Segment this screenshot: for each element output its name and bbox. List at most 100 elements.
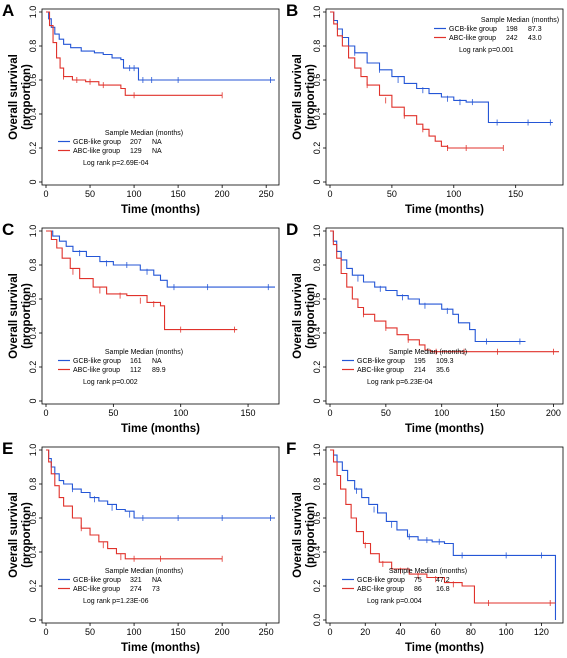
x-tick-label: 100	[127, 189, 142, 199]
y-tick-label: 0.0	[312, 614, 322, 627]
legend-label: ABC-like group	[73, 367, 120, 374]
y-axis-title: Overall survival(proportion)	[8, 54, 33, 140]
x-tick-label: 0	[327, 189, 332, 199]
km-panel-e: E 0 0.2 0.4 0.6 0.8 1.0 0 50 100 150 200 250 Time (mo…	[0, 438, 283, 657]
x-tick-label: 100	[499, 627, 514, 637]
survival-curve-abc	[46, 449, 223, 560]
y-tick-label: 0.8	[312, 259, 322, 272]
x-tick-label: 0	[327, 408, 332, 418]
legend-header: Sample Median (months)	[389, 349, 467, 356]
x-tick-label: 80	[466, 627, 476, 637]
legend-median: NA	[152, 148, 162, 155]
panel-letter: C	[2, 220, 14, 239]
y-tick-label: 0.4	[28, 327, 38, 340]
y-tick-label: 1.0	[312, 6, 322, 19]
x-axis-title: Time (months)	[405, 204, 484, 216]
y-tick-label: 0.2	[312, 580, 322, 593]
km-plot-svg: A 0 0.2 0.4 0.6 0.8 1.0 0 50 100 150 200 250 Time (mo…	[2, 1, 280, 216]
y-tick-label: 0.4	[312, 108, 322, 121]
km-panel-b: B 0 0.2 0.4 0.6 0.8 1.0 0 50 100 150 Time (months) O…	[284, 0, 567, 219]
x-tick-label: 120	[534, 627, 549, 637]
legend-label: GCB-like group	[73, 577, 121, 584]
y-axis-title: Overall survival(proportion)	[292, 492, 317, 578]
y-axis-title-line2: (proportion)	[305, 64, 317, 130]
survival-curve-gcb	[46, 230, 275, 288]
legend-n: 86	[414, 586, 422, 593]
x-tick-label: 50	[108, 408, 118, 418]
y-tick-label: 0.8	[28, 40, 38, 53]
panel-letter: E	[2, 439, 13, 458]
legend-logrank: Log rank p=1.23E-06	[83, 598, 149, 605]
survival-curve-gcb	[330, 449, 557, 620]
y-tick-label: 0.4	[28, 546, 38, 559]
legend-n: 321	[130, 577, 142, 584]
x-tick-label: 20	[360, 627, 370, 637]
legend-header: Sample Median (months)	[105, 349, 183, 356]
y-tick-label: 0	[312, 398, 322, 403]
legend-label: GCB-like group	[357, 358, 405, 365]
x-tick-label: 50	[85, 189, 95, 199]
x-tick-label: 0	[43, 408, 48, 418]
x-axis-title: Time (months)	[405, 642, 484, 654]
y-tick-label: 0.4	[28, 108, 38, 121]
y-tick-label: 0	[28, 179, 38, 184]
x-tick-label: 0	[43, 627, 48, 637]
survival-curve-abc	[46, 230, 238, 331]
x-tick-label: 200	[215, 627, 230, 637]
plot-frame	[41, 8, 280, 186]
y-tick-label: 1.0	[312, 444, 322, 457]
survival-curve-gcb	[46, 449, 275, 519]
y-axis-title: Overall survival(proportion)	[292, 54, 317, 140]
legend-median: NA	[152, 358, 162, 365]
legend-label: GCB-like group	[357, 577, 405, 584]
y-tick-label: 0.8	[312, 478, 322, 491]
legend-header: Sample Median (months)	[481, 17, 559, 24]
y-tick-label: 1.0	[312, 225, 322, 238]
km-plot-svg: C 0 0.2 0.4 0.6 0.8 1.0 0 50 100 150 Time (months) O…	[2, 220, 280, 435]
legend-label: ABC-like group	[449, 35, 496, 42]
legend-header: Sample Median (months)	[105, 130, 183, 137]
y-axis-title-line1: Overall survival	[8, 492, 20, 578]
y-axis-title-line2: (proportion)	[21, 283, 33, 349]
y-tick-label: 0.6	[28, 512, 38, 525]
legend-median: 16.8	[436, 586, 450, 593]
panel-letter: A	[2, 1, 14, 20]
plot-frame	[325, 8, 564, 186]
y-tick-label: 0.8	[312, 40, 322, 53]
legend-header: Sample Median (months)	[389, 568, 467, 575]
y-tick-label: 0.2	[28, 142, 38, 155]
x-tick-label: 50	[381, 408, 391, 418]
y-tick-label: 0.2	[28, 361, 38, 374]
x-tick-label: 150	[171, 189, 186, 199]
legend-logrank: Log rank p=0.002	[83, 379, 138, 386]
y-axis-title: Overall survival(proportion)	[292, 273, 317, 359]
legend-median: 35.6	[436, 367, 450, 374]
legend-n: 214	[414, 367, 426, 374]
x-tick-label: 200	[215, 189, 230, 199]
y-tick-label: 0.6	[28, 74, 38, 87]
legend-label: ABC-like group	[73, 586, 120, 593]
x-tick-label: 150	[508, 189, 523, 199]
legend-n: 75	[414, 577, 422, 584]
x-tick-label: 100	[434, 408, 449, 418]
legend-median: 89.9	[152, 367, 166, 374]
survival-curve-gcb	[330, 11, 553, 124]
legend-n: 129	[130, 148, 142, 155]
y-tick-label: 0.8	[28, 478, 38, 491]
y-tick-label: 0	[28, 398, 38, 403]
x-axis-title: Time (months)	[121, 423, 200, 435]
y-axis-title-line2: (proportion)	[21, 64, 33, 130]
y-axis-title-line1: Overall survival	[292, 54, 304, 140]
x-tick-label: 40	[395, 627, 405, 637]
y-tick-label: 0.2	[312, 361, 322, 374]
x-tick-label: 100	[173, 408, 188, 418]
survival-curve-gcb	[330, 230, 526, 343]
km-panel-d: D 0 0.2 0.4 0.6 0.8 1.0 0 50 100 150 200 Time (month…	[284, 219, 567, 438]
y-tick-label: 0	[312, 179, 322, 184]
y-tick-label: 0.6	[312, 512, 322, 525]
km-panel-c: C 0 0.2 0.4 0.6 0.8 1.0 0 50 100 150 Time (months) O…	[0, 219, 283, 438]
survival-curve-gcb	[46, 11, 275, 81]
legend-label: GCB-like group	[73, 358, 121, 365]
y-tick-label: 0.4	[312, 327, 322, 340]
km-plot-svg: B 0 0.2 0.4 0.6 0.8 1.0 0 50 100 150 Time (months) O…	[286, 1, 564, 216]
